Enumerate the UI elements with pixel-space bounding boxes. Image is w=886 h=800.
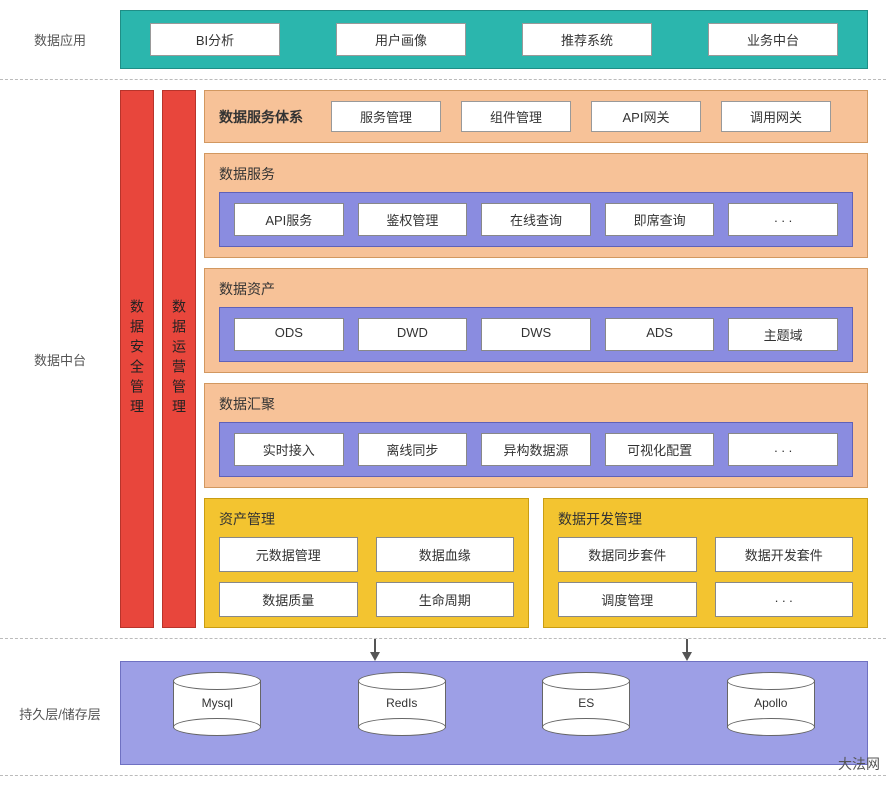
- yitem: 数据质量: [219, 582, 358, 617]
- yitem: 调度管理: [558, 582, 697, 617]
- purple-row: API服务 鉴权管理 在线查询 即席查询 . . .: [219, 192, 853, 247]
- svc-item: 服务管理: [331, 101, 441, 132]
- vbar-ops: 数据运营管理: [162, 90, 196, 628]
- purple-row: 实时接入 离线同步 异构数据源 可视化配置 . . .: [219, 422, 853, 477]
- separator: [0, 775, 886, 776]
- service-system-box: 数据服务体系 服务管理 组件管理 API网关 调用网关: [204, 90, 868, 143]
- purple-row: ODS DWD DWS ADS 主题域: [219, 307, 853, 362]
- arrow-down-icon: [370, 652, 380, 661]
- layer-mid: 数据中台 数据安全管理 数据运营管理 数据服务体系 服务管理 组件管理 API网…: [0, 80, 886, 638]
- layer-label-mid: 数据中台: [0, 90, 120, 628]
- yitem: . . .: [715, 582, 854, 617]
- pitem: 实时接入: [234, 433, 344, 466]
- section-title: 数据汇聚: [219, 394, 853, 414]
- pitem: 即席查询: [605, 203, 715, 236]
- section-data-asset: 数据资产 ODS DWD DWS ADS 主题域: [204, 268, 868, 373]
- ybox-title: 数据开发管理: [558, 509, 853, 529]
- layer-storage: 持久层/储存层 Mysql RedIs ES Apollo: [0, 661, 886, 775]
- pitem: ODS: [234, 318, 344, 351]
- yellow-dev-mgmt: 数据开发管理 数据同步套件 数据开发套件 调度管理 . . .: [543, 498, 868, 628]
- pitem: . . .: [728, 433, 838, 466]
- pitem: 异构数据源: [481, 433, 591, 466]
- layer-app: 数据应用 BI分析 用户画像 推荐系统 业务中台: [0, 0, 886, 79]
- section-data-agg: 数据汇聚 实时接入 离线同步 异构数据源 可视化配置 . . .: [204, 383, 868, 488]
- svc-item: 调用网关: [721, 101, 831, 132]
- pitem: 可视化配置: [605, 433, 715, 466]
- pitem: . . .: [728, 203, 838, 236]
- pitem: 鉴权管理: [358, 203, 468, 236]
- section-title: 数据服务: [219, 164, 853, 184]
- pitem: ADS: [605, 318, 715, 351]
- layer-label-app: 数据应用: [0, 10, 120, 69]
- yitem: 生命周期: [376, 582, 515, 617]
- layer-label-storage: 持久层/储存层: [0, 661, 120, 765]
- pitem: API服务: [234, 203, 344, 236]
- ybox-title: 资产管理: [219, 509, 514, 529]
- db-cylinder: Mysql: [162, 680, 272, 746]
- svc-item: 组件管理: [461, 101, 571, 132]
- db-cylinder: ES: [531, 680, 641, 746]
- svc-item: API网关: [591, 101, 701, 132]
- arrow-down-icon: [682, 652, 692, 661]
- yellow-row: 资产管理 元数据管理 数据血缘 数据质量 生命周期 数据开发管理 数据同步套件 …: [204, 498, 868, 628]
- yitem: 元数据管理: [219, 537, 358, 572]
- pitem: 离线同步: [358, 433, 468, 466]
- section-title: 数据资产: [219, 279, 853, 299]
- app-bar: BI分析 用户画像 推荐系统 业务中台: [120, 10, 868, 69]
- pitem: 在线查询: [481, 203, 591, 236]
- pitem: 主题域: [728, 318, 838, 351]
- service-system-title: 数据服务体系: [219, 107, 303, 127]
- yitem: 数据开发套件: [715, 537, 854, 572]
- yitem: 数据同步套件: [558, 537, 697, 572]
- section-data-service: 数据服务 API服务 鉴权管理 在线查询 即席查询 . . .: [204, 153, 868, 258]
- pitem: DWS: [481, 318, 591, 351]
- arrow-zone: [0, 639, 886, 661]
- db-cylinder: RedIs: [347, 680, 457, 746]
- yellow-asset-mgmt: 资产管理 元数据管理 数据血缘 数据质量 生命周期: [204, 498, 529, 628]
- architecture-diagram: 数据应用 BI分析 用户画像 推荐系统 业务中台 数据中台 数据安全管理 数据运…: [0, 0, 886, 776]
- pitem: DWD: [358, 318, 468, 351]
- app-item: BI分析: [150, 23, 280, 56]
- app-item: 推荐系统: [522, 23, 652, 56]
- vbar-security: 数据安全管理: [120, 90, 154, 628]
- watermark: 大法网: [838, 754, 880, 774]
- app-item: 用户画像: [336, 23, 466, 56]
- app-item: 业务中台: [708, 23, 838, 56]
- storage-box: Mysql RedIs ES Apollo: [120, 661, 868, 765]
- db-cylinder: Apollo: [716, 680, 826, 746]
- yitem: 数据血缘: [376, 537, 515, 572]
